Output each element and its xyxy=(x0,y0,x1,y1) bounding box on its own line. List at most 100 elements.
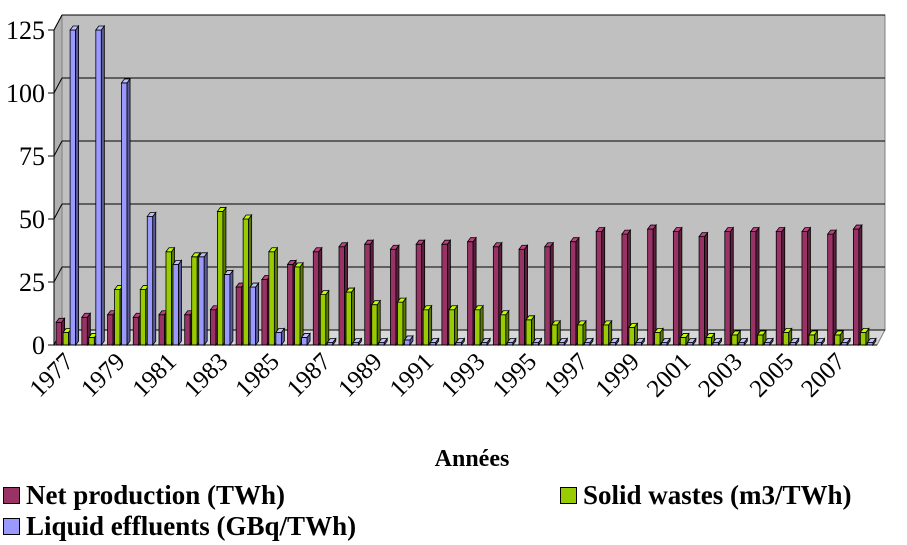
bar-top xyxy=(628,322,639,328)
bar-top xyxy=(197,252,209,258)
bar-2-1977 xyxy=(69,24,80,347)
bar-top xyxy=(518,244,529,250)
bar-top xyxy=(730,330,742,336)
bar-0-2008 xyxy=(852,223,863,347)
bar-1-2003 xyxy=(730,329,742,347)
bar-front xyxy=(422,309,430,346)
bar-front xyxy=(647,228,654,346)
bar-top xyxy=(466,237,477,243)
bar-front xyxy=(95,29,102,346)
bar-front xyxy=(448,309,455,346)
bar-side xyxy=(351,286,355,347)
bar-front xyxy=(69,29,77,346)
bar-front xyxy=(595,231,603,346)
bar-top xyxy=(352,338,363,343)
bar-front xyxy=(121,82,128,346)
x-axis-ticks: 1977197919811983198519871989199119931995… xyxy=(25,348,851,402)
bar-top xyxy=(249,282,260,288)
bar-top xyxy=(120,78,131,84)
bar-top xyxy=(775,227,786,233)
bar-top xyxy=(338,242,349,248)
bar-2-1997 xyxy=(583,337,594,347)
bar-top xyxy=(525,315,536,321)
bar-front xyxy=(338,246,345,346)
bar-top xyxy=(146,212,157,217)
bar-top xyxy=(595,227,606,233)
bar-top xyxy=(866,338,877,343)
bar-side xyxy=(255,281,260,347)
x-tick-label: 1999 xyxy=(590,348,644,402)
bar-front xyxy=(757,334,764,346)
bar-2-1992 xyxy=(455,337,466,347)
bar-top xyxy=(370,300,382,306)
bar-1-1985 xyxy=(268,246,279,347)
bar-front xyxy=(827,233,834,346)
x-tick-label: 1987 xyxy=(282,348,336,402)
gridline-side xyxy=(53,140,63,157)
bar-front xyxy=(551,324,558,346)
bar-front xyxy=(499,314,507,346)
bar-front xyxy=(808,334,815,346)
bar-2-1987 xyxy=(326,337,337,347)
bar-side xyxy=(678,226,683,347)
bar-side xyxy=(858,223,863,347)
gridline-side xyxy=(53,14,63,31)
bar-front xyxy=(698,236,705,346)
legend-label-solid-wastes: Solid wastes (m3/TWh) xyxy=(583,480,852,510)
bar-top xyxy=(672,227,683,233)
bar-top xyxy=(660,338,671,343)
plot-side-wall xyxy=(53,14,63,346)
y-tick-label: 100 xyxy=(6,79,45,108)
bar-top xyxy=(480,338,491,343)
bar-top xyxy=(815,338,826,343)
bar-2-1988 xyxy=(352,337,363,347)
bar-top xyxy=(396,297,407,303)
bar-top xyxy=(859,327,870,333)
legend-swatch-net-production xyxy=(3,487,20,504)
bar-top xyxy=(602,320,613,326)
bar-front xyxy=(404,339,411,346)
x-tick-label: 1997 xyxy=(539,348,593,402)
bar-side xyxy=(325,289,330,347)
bar-front xyxy=(775,231,783,346)
bar-top xyxy=(499,310,510,316)
bar-2-1996 xyxy=(557,337,569,347)
bar-1-1996 xyxy=(550,319,562,347)
bar-top xyxy=(81,312,92,318)
bar-top xyxy=(782,327,793,333)
bar-0-2000 xyxy=(646,223,657,347)
bar-front xyxy=(371,304,378,346)
bar-top xyxy=(492,242,503,248)
bar-front xyxy=(275,331,282,346)
bar-side xyxy=(75,24,80,347)
bar-top xyxy=(686,338,697,343)
bar-front xyxy=(191,256,198,346)
bar-top xyxy=(223,270,234,275)
bar-2-1982 xyxy=(197,251,209,347)
bar-front xyxy=(441,243,448,346)
bar-top xyxy=(312,247,323,253)
bar-0-2001 xyxy=(672,226,683,347)
bar-top xyxy=(506,338,517,343)
bar-front xyxy=(570,241,577,346)
legend-swatch-solid-wastes xyxy=(560,487,577,504)
bar-top xyxy=(422,305,433,311)
bar-top xyxy=(705,333,716,338)
bar-side xyxy=(479,304,484,347)
bar-top xyxy=(789,338,800,343)
bar-1-1995 xyxy=(525,314,536,347)
y-tick-label: 25 xyxy=(19,268,45,297)
bar-top xyxy=(216,207,227,212)
bar-side xyxy=(203,251,208,347)
bar-side xyxy=(376,299,381,347)
bar-front xyxy=(492,246,500,346)
bar-top xyxy=(737,338,749,343)
x-tick-label: 1979 xyxy=(76,348,130,402)
legend-swatch-liquid-effluents xyxy=(3,518,20,535)
x-tick-label: 1993 xyxy=(436,348,490,402)
x-tick-label: 1991 xyxy=(385,348,439,402)
bar-front xyxy=(287,263,294,346)
bar-side xyxy=(126,77,131,347)
bar-top xyxy=(543,242,555,248)
bar-front xyxy=(210,309,217,346)
